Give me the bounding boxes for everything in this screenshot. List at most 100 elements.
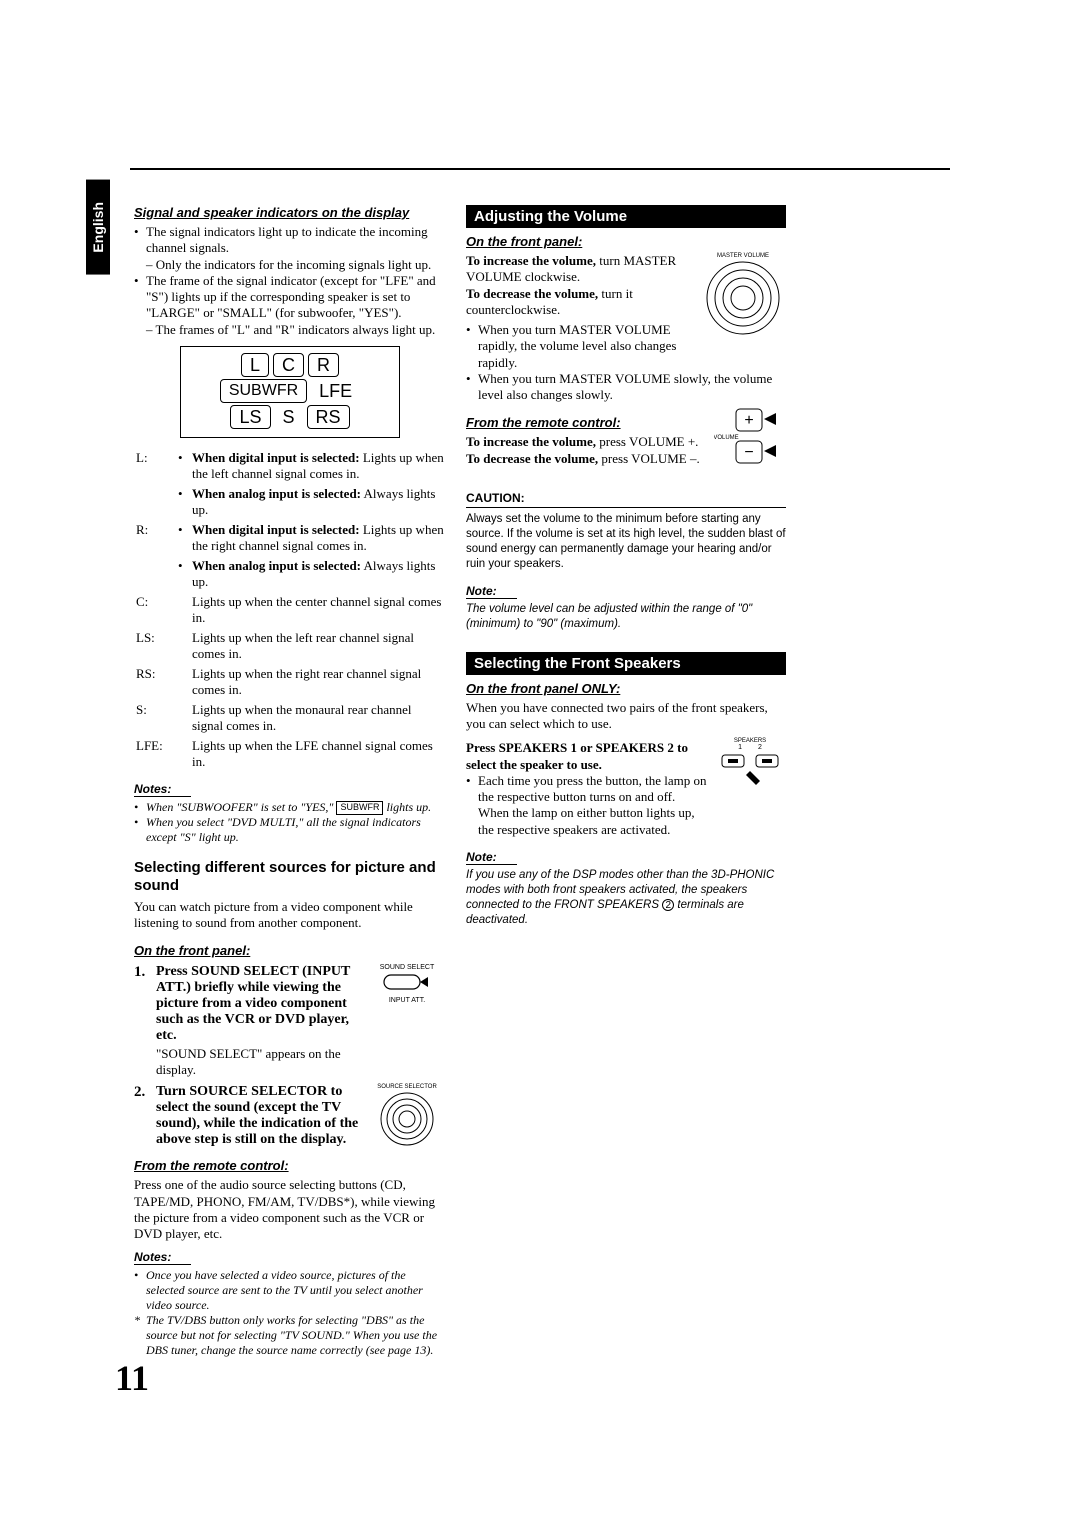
ind-LS: LS — [230, 405, 270, 429]
top-rule — [130, 168, 950, 170]
def-R-2b: When analog input is selected: — [192, 558, 361, 573]
svg-text:+: + — [744, 412, 753, 429]
language-tab: English — [86, 180, 110, 275]
from-remote-1: From the remote control: — [134, 1158, 446, 1173]
sound-select-button-icon: SOUND SELECT INPUT ATT. — [368, 964, 446, 1078]
signal-title: Signal and speaker indicators on the dis… — [134, 205, 446, 220]
selecting-sources-title: Selecting different sources for picture … — [134, 859, 446, 895]
volume-buttons-icon: + − VOLUME — [714, 407, 786, 481]
def-LS-key: LS: — [136, 630, 176, 664]
ind-L: L — [241, 353, 269, 377]
master-volume-knob-icon: MASTER VOLUME — [700, 253, 786, 339]
ind-S: S — [275, 405, 303, 429]
page-number: 11 — [115, 1357, 149, 1399]
right-column: Adjusting the Volume On the front panel:… — [466, 205, 786, 928]
fs-note-body: If you use any of the DSP modes other th… — [466, 868, 786, 928]
speakers-buttons-icon: SPEAKERS 1 2 — [714, 738, 786, 794]
def-LS-t: Lights up when the left rear channel sig… — [192, 630, 444, 664]
note-b1-text: Once you have selected a video source, p… — [146, 1268, 446, 1313]
ind-SUBWFR: SUBWFR — [220, 379, 307, 403]
volume-btn-label: VOLUME — [714, 435, 739, 441]
mv-bullet-2: •When you turn MASTER VOLUME slowly, the… — [466, 371, 786, 404]
speakers-2-label: 2 — [758, 744, 762, 751]
sig-b1-sub: – Only the indicators for the incoming s… — [146, 257, 446, 273]
def-S-key: S: — [136, 702, 176, 736]
fs-note-circled-2-icon: 2 — [662, 899, 674, 911]
notes-header-1: Notes: — [134, 782, 191, 797]
note-1: • When "SUBWOOFER" is set to "YES," SUBW… — [134, 800, 446, 815]
def-L-key: L: — [136, 450, 176, 484]
adjusting-volume-banner: Adjusting the Volume — [466, 205, 786, 228]
r-inc-txt: press VOLUME +. — [596, 434, 698, 449]
ind-LFE: LFE — [311, 379, 360, 403]
fs-body: When you have connected two pairs of the… — [466, 700, 786, 733]
def-RS-t: Lights up when the right rear channel si… — [192, 666, 444, 700]
note1-pre: When "SUBWOOFER" is set to "YES," — [146, 800, 336, 814]
sig-bullet-2: •The frame of the signal indicator (exce… — [134, 273, 446, 338]
source-selector-label: SOURCE SELECTOR — [368, 1084, 446, 1090]
r-dec-txt: press VOLUME –. — [598, 451, 700, 466]
input-att-label: INPUT ATT. — [368, 997, 446, 1004]
ind-RS: RS — [307, 405, 350, 429]
vol-dec-label: To decrease the volume, — [466, 286, 598, 301]
mv-b1-text: When you turn MASTER VOLUME rapidly, the… — [478, 322, 694, 371]
note-b2-mark: * — [134, 1313, 146, 1358]
fs-bullet: •Each time you press the button, the lam… — [466, 773, 708, 838]
fs-press-bold: Press SPEAKERS 1 or SPEAKERS 2 to select… — [466, 740, 688, 771]
ind-C: C — [273, 353, 304, 377]
def-R-1b: When digital input is selected: — [192, 522, 360, 537]
selecting-front-speakers-banner: Selecting the Front Speakers — [466, 652, 786, 675]
sig-b2-sub: – The frames of "L" and "R" indicators a… — [146, 322, 446, 338]
step1-num: 1. — [134, 964, 156, 1078]
remote-body-1: Press one of the audio source selecting … — [134, 1177, 446, 1242]
selecting-sources-body: You can watch picture from a video compo… — [134, 899, 446, 932]
mv-b2-text: When you turn MASTER VOLUME slowly, the … — [478, 371, 786, 404]
note-body-vol: The volume level can be adjusted within … — [466, 602, 786, 632]
step1-bold: Press SOUND SELECT (INPUT ATT.) briefly … — [156, 964, 350, 1043]
def-C-key: C: — [136, 594, 176, 628]
speakers-1-label: 1 — [738, 744, 742, 751]
step1-plain: "SOUND SELECT" appears on the display. — [156, 1046, 368, 1078]
sig-b1-text: The signal indicators light up to indica… — [146, 224, 428, 255]
def-L-2b: When analog input is selected: — [192, 486, 361, 501]
notes-header-2: Notes: — [134, 1250, 191, 1265]
def-LFE-t: Lights up when the LFE channel signal co… — [192, 738, 444, 772]
caution-header: CAUTION: — [466, 491, 786, 508]
source-selector-knob-icon: SOURCE SELECTOR — [368, 1084, 446, 1148]
sound-select-label: SOUND SELECT — [368, 964, 446, 971]
note1-box-icon: SUBWFR — [336, 801, 383, 814]
indicator-definitions: L:• When digital input is selected: Ligh… — [134, 448, 446, 774]
def-R-key: R: — [136, 522, 176, 556]
note-2: •When you select "DVD MULTI," all the si… — [134, 815, 446, 845]
on-front-panel-1: On the front panel: — [134, 943, 446, 958]
on-front-panel-only: On the front panel ONLY: — [466, 681, 786, 696]
step-1: 1. Press SOUND SELECT (INPUT ATT.) brief… — [134, 964, 446, 1078]
note-b1: •Once you have selected a video source, … — [134, 1268, 446, 1313]
indicator-diagram: L C R SUBWFR LFE LS S RS — [180, 346, 400, 438]
r-dec-label: To decrease the volume, — [466, 451, 598, 466]
def-L-1b: When digital input is selected: — [192, 450, 360, 465]
vol-inc-label: To increase the volume, — [466, 253, 596, 268]
step2-num: 2. — [134, 1084, 156, 1148]
note1-post: lights up. — [383, 800, 431, 814]
r-inc-label: To increase the volume, — [466, 434, 596, 449]
note2-text: When you select "DVD MULTI," all the sig… — [146, 815, 446, 845]
note-header-vol: Note: — [466, 584, 517, 599]
step-2: 2. Turn SOURCE SELECTOR to select the so… — [134, 1084, 446, 1148]
fs-bullet-text: Each time you press the button, the lamp… — [478, 773, 708, 838]
caution-body: Always set the volume to the minimum bef… — [466, 512, 786, 572]
sig-b2-text: The frame of the signal indicator (excep… — [146, 273, 436, 321]
def-LFE-key: LFE: — [136, 738, 176, 772]
def-S-t: Lights up when the monaural rear channel… — [192, 702, 444, 736]
note-b2: *The TV/DBS button only works for select… — [134, 1313, 446, 1358]
step2-bold: Turn SOURCE SELECTOR to select the sound… — [156, 1084, 358, 1147]
ind-R: R — [308, 353, 339, 377]
def-RS-key: RS: — [136, 666, 176, 700]
fs-note-header: Note: — [466, 850, 517, 865]
left-column: Signal and speaker indicators on the dis… — [134, 205, 446, 1358]
note-b2-text: The TV/DBS button only works for selecti… — [146, 1313, 446, 1358]
svg-text:−: − — [744, 444, 753, 461]
sig-bullet-1: •The signal indicators light up to indic… — [134, 224, 446, 273]
mv-bullet-1: •When you turn MASTER VOLUME rapidly, th… — [466, 322, 694, 371]
on-front-panel-2: On the front panel: — [466, 234, 786, 249]
